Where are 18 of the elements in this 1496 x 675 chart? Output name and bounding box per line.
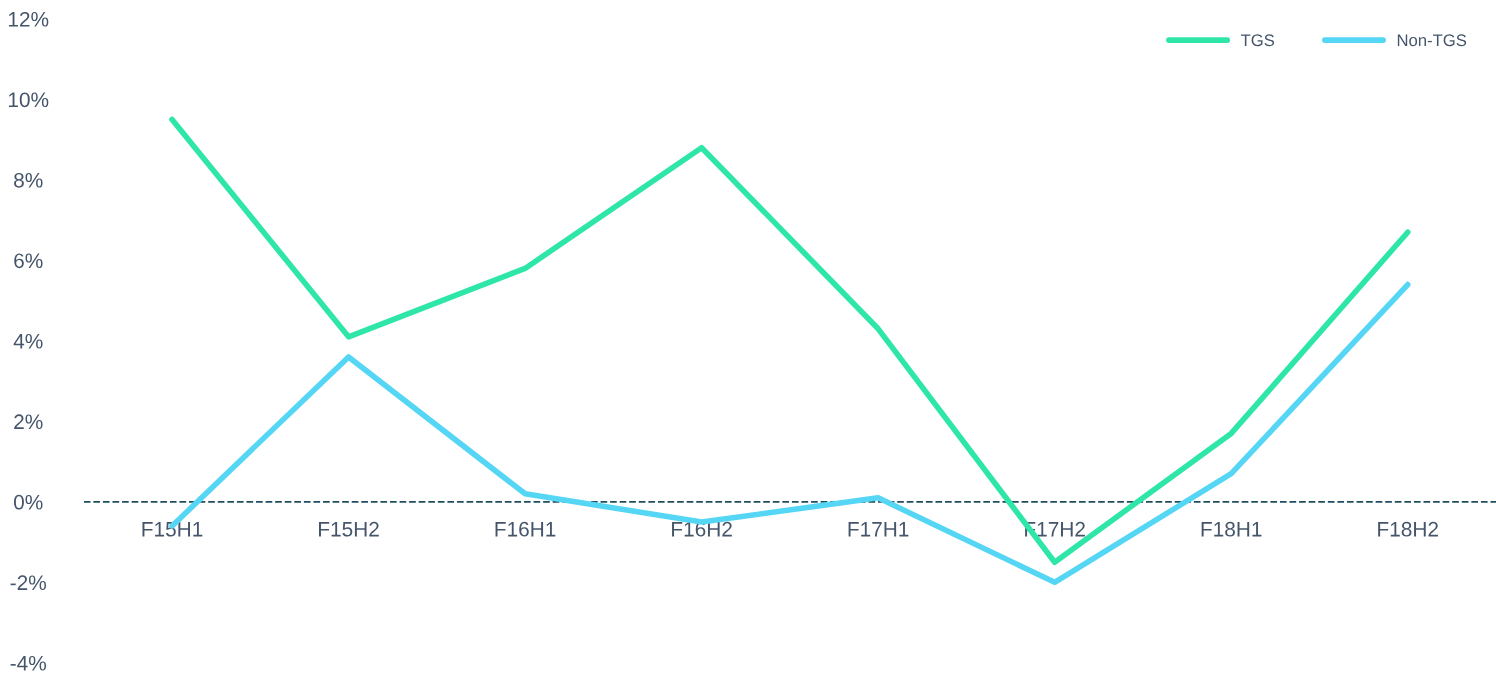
x-tick-label: F16H2	[672, 521, 732, 537]
x-tick-label: F16H1	[495, 521, 556, 537]
legend-label: Non-TGS	[1397, 34, 1467, 47]
y-tick-label: 8%	[14, 172, 43, 188]
y-tick-label: 2%	[14, 414, 43, 430]
legend-label: TGS	[1240, 34, 1275, 47]
x-tick-label: F18H1	[1201, 521, 1262, 537]
y-tick-label: 6%	[14, 253, 43, 269]
x-tick-label: F15H2	[319, 521, 379, 537]
x-tick-label: F18H2	[1378, 521, 1438, 537]
y-tick-label: 10%	[8, 92, 49, 108]
y-tick-label: -4%	[10, 655, 46, 671]
y-tick-label: -2%	[10, 575, 46, 591]
y-tick-label: 4%	[13, 333, 43, 349]
x-tick-label: F15H1	[142, 522, 203, 537]
x-tick-label: F17H1	[848, 522, 909, 537]
y-tick-label: 0%	[13, 494, 43, 510]
y-tick-label: 12%	[8, 11, 49, 27]
